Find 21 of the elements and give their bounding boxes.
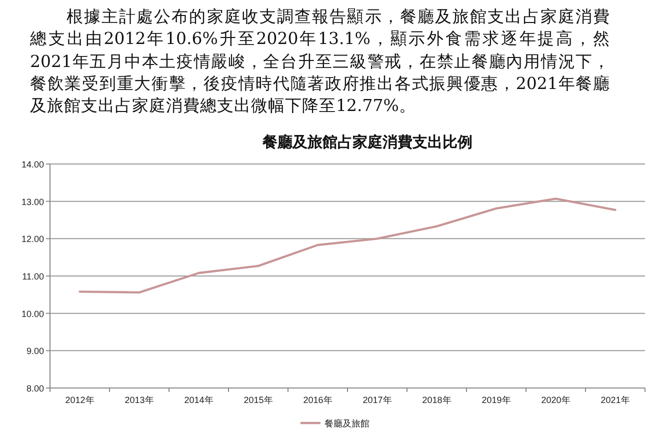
- y-tick-label: 14.00: [21, 160, 44, 170]
- legend-label: 餐廳及旅館: [324, 418, 370, 430]
- line-series: [78, 198, 616, 294]
- x-tick-label: 2018年: [422, 395, 452, 405]
- chart-title: 餐廳及旅館占家庭消費支出比例: [262, 133, 472, 151]
- y-tick-label: 8.00: [26, 384, 44, 394]
- x-tick-label: 2019年: [482, 395, 511, 405]
- x-tick-label: 2017年: [362, 395, 392, 405]
- y-tick-label: 13.00: [21, 196, 44, 207]
- x-tick-label: 2016年: [303, 395, 332, 405]
- y-tick-label: 10.00: [21, 308, 44, 319]
- y-tick-label: 12.00: [21, 234, 44, 244]
- x-tick-label: 2021年: [600, 395, 630, 405]
- x-tick-label: 2014年: [184, 395, 214, 405]
- x-tick-label: 2015年: [244, 395, 273, 405]
- y-tick-label: 11.00: [22, 272, 44, 282]
- x-tick-label: 2012年: [65, 395, 94, 405]
- x-tick-label: 2013年: [124, 395, 154, 405]
- y-tick-label: 9.00: [26, 346, 44, 356]
- x-tick-label: 2020年: [541, 395, 570, 405]
- text: 根據主計處公布的家庭收支調查報告顯示，餐廳及旅館支出占家庭消費總支出由2012年10.6%升至2020年13.1%，顯示外食需求逐年提高，然2021年五月中本土疫情嚴峻，全台升至三級警戒，在禁止餐廳內用情況下，餐飲業受到重大衝擊，後疫情時代隨著政府推出各式振興優惠，2021年餐廳及旅館支出占家庭消費總支出微幅下降至12.77%。: [30, 6, 610, 118]
